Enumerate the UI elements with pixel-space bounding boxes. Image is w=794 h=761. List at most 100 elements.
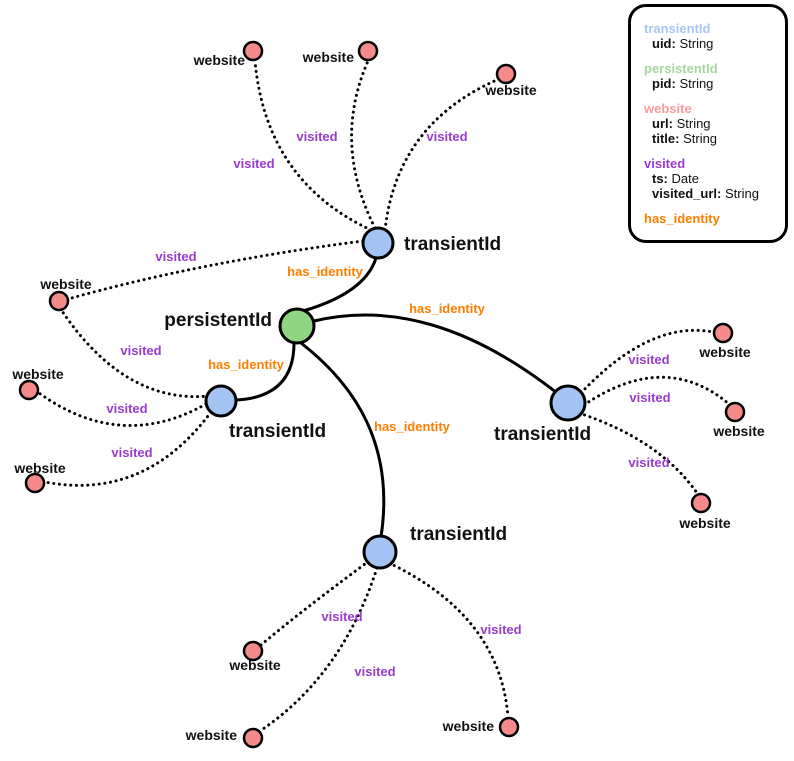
edge-visited <box>350 59 377 230</box>
node-website[interactable] <box>24 472 46 494</box>
edge-has-identity <box>302 257 378 313</box>
node-label-website: website <box>39 276 92 292</box>
edge-label-has-identity: has_identity <box>409 301 486 316</box>
legend-item-title: transientId <box>644 21 711 36</box>
edge-label-visited: visited <box>629 390 670 405</box>
edge-visited <box>259 559 371 647</box>
edge-label-visited: visited <box>628 455 669 470</box>
node-website[interactable] <box>724 401 746 423</box>
node-label-website: website <box>228 657 281 673</box>
edges-layer <box>37 59 731 733</box>
edge-visited <box>60 309 211 399</box>
edge-label-has-identity: has_identity <box>287 264 364 279</box>
legend-attr-value: String <box>679 36 714 51</box>
edge-visited <box>43 410 213 487</box>
node-label-website: website <box>678 515 731 531</box>
legend-attr-key: pid: <box>652 76 676 91</box>
edge-label-has-identity: has_identity <box>208 357 285 372</box>
node-website[interactable] <box>712 322 734 344</box>
node-label-website: website <box>698 344 751 360</box>
legend-item-persistentid: persistentId pid: String <box>644 61 777 91</box>
legend-attr-value: String <box>724 186 759 201</box>
node-website[interactable] <box>498 716 520 738</box>
node-website[interactable] <box>18 379 40 401</box>
edge-label-visited: visited <box>628 352 669 367</box>
legend-attr: visited_url: String <box>644 186 777 201</box>
node-website[interactable] <box>242 727 264 749</box>
node-website[interactable] <box>48 290 70 312</box>
edge-visited <box>577 411 699 495</box>
node-label-website: website <box>302 49 355 65</box>
legend-item-transientid: transientId uid: String <box>644 21 777 51</box>
legend-panel: transientId uid: String persistentId pid… <box>628 4 788 243</box>
legend-attr-value: Date <box>671 171 699 186</box>
legend-attr-value: String <box>676 116 711 131</box>
edge-label-visited: visited <box>480 622 521 637</box>
node-label-website: website <box>185 727 238 743</box>
legend-attr: title: String <box>644 131 777 146</box>
node-transientid[interactable] <box>362 534 398 570</box>
node-website[interactable] <box>357 40 379 62</box>
node-website[interactable] <box>690 492 712 514</box>
nodes-layer <box>18 40 746 749</box>
node-label-transientid: transientId <box>404 234 501 255</box>
edge-label-visited: visited <box>106 401 147 416</box>
node-website[interactable] <box>495 63 517 85</box>
node-label-transientid: transientId <box>410 524 507 545</box>
node-label-website: website <box>13 460 66 476</box>
edge-visited <box>258 566 379 733</box>
edge-visited <box>253 59 373 232</box>
edge-label-visited: visited <box>426 129 467 144</box>
node-label-website: website <box>712 423 765 439</box>
node-transientid[interactable] <box>549 384 587 422</box>
node-label-website: website <box>484 82 537 98</box>
legend-attr-value: String <box>683 131 718 146</box>
legend-item-visited: visited ts: Date visited_url: String <box>644 156 777 201</box>
node-labels-layer: persistentId transientId transientId tra… <box>11 49 765 743</box>
legend-attr-key: uid: <box>652 36 676 51</box>
edge-label-visited: visited <box>111 445 152 460</box>
legend-item-title: website <box>644 101 692 116</box>
edge-label-visited: visited <box>233 156 274 171</box>
edge-labels-layer: has_identity has_identity has_identity h… <box>106 129 670 679</box>
edge-visited <box>383 77 501 232</box>
node-label-website: website <box>193 52 246 68</box>
node-label-transientid: transientId <box>494 424 591 445</box>
node-persistentid[interactable] <box>278 307 316 345</box>
edge-has-identity <box>235 342 296 402</box>
legend-item-has-identity: has_identity <box>644 211 777 226</box>
edge-visited <box>582 375 731 407</box>
node-transientid[interactable] <box>361 226 395 260</box>
edge-visited <box>37 391 208 427</box>
legend-attr-key: url: <box>652 116 673 131</box>
edge-has-identity <box>313 313 558 395</box>
edge-visited <box>579 328 715 395</box>
node-label-persistentid: persistentId <box>164 310 272 331</box>
legend-item-title: has_identity <box>644 211 720 226</box>
edge-label-visited: visited <box>155 249 196 264</box>
legend-attr-key: title: <box>652 131 680 146</box>
legend-attr-value: String <box>679 76 714 91</box>
node-label-transientid: transientId <box>229 421 326 442</box>
legend-attr: url: String <box>644 116 777 131</box>
legend-item-title: persistentId <box>644 61 718 76</box>
edge-label-visited: visited <box>296 129 337 144</box>
edge-has-identity <box>300 341 386 538</box>
legend-attr: pid: String <box>644 76 777 91</box>
edge-label-has-identity: has_identity <box>374 419 451 434</box>
legend-attr-key: visited_url: <box>652 186 722 201</box>
node-website[interactable] <box>242 640 264 662</box>
node-label-website: website <box>442 718 495 734</box>
legend-attr-key: ts: <box>652 171 668 186</box>
legend-attr: uid: String <box>644 36 777 51</box>
node-website[interactable] <box>242 40 264 62</box>
node-label-website: website <box>11 366 64 382</box>
legend-item-website: website url: String title: String <box>644 101 777 146</box>
edge-label-visited: visited <box>354 664 395 679</box>
edge-visited <box>387 561 510 719</box>
node-transientid[interactable] <box>204 384 238 418</box>
edge-label-visited: visited <box>321 609 362 624</box>
edge-label-visited: visited <box>120 343 161 358</box>
legend-item-title: visited <box>644 156 686 171</box>
